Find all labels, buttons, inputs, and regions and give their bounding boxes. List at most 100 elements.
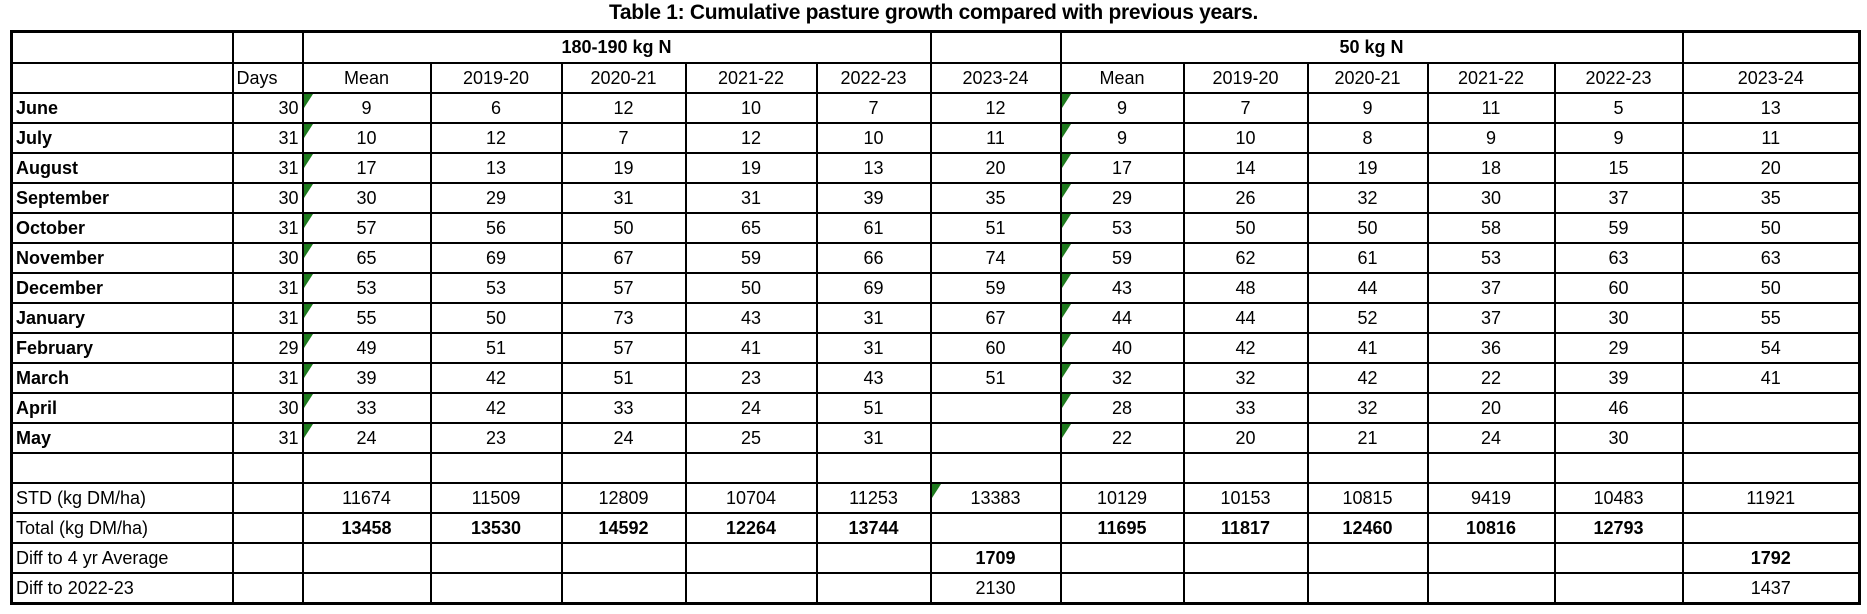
value-cell: 50 [1182,212,1309,244]
days-cell: 31 [231,362,304,394]
cell-value: 11921 [1746,487,1796,508]
value-cell [1681,512,1861,544]
value-cell: 49 [301,332,432,364]
cell-value: 59 [740,247,762,268]
value-cell: 20 [1426,392,1556,424]
value-cell: 59 [1059,242,1185,274]
value-cell: 44 [1182,302,1309,334]
cell-value: 20 [1235,427,1256,448]
cell-value: 39 [356,367,377,388]
value-cell [429,542,563,574]
cell-value: 50 [613,217,634,238]
cell-value: 50 [1760,217,1781,238]
cell-value: 14592 [598,517,649,538]
error-flag-triangle-icon [1062,425,1071,438]
value-cell: 31 [815,332,932,364]
value-cell: 13530 [429,512,563,544]
value-cell: 42 [1182,332,1309,364]
value-cell: 10 [815,122,932,154]
error-flag-triangle-icon [304,305,313,318]
value-cell: 7 [815,92,932,124]
days-cell: 31 [231,272,304,304]
row-label: June [10,92,234,124]
value-cell: 5 [1553,92,1684,124]
value-cell: 13 [1681,92,1861,124]
cell-value: 35 [985,187,1006,208]
value-cell: 24 [301,422,432,454]
cell-value: 59 [985,277,1006,298]
value-cell: 66 [815,242,932,274]
cell-value: 6 [490,97,501,118]
cell-value: 11 [1481,97,1501,118]
value-cell: 19 [560,152,687,184]
value-cell: 50 [429,302,563,334]
value-cell: 23 [684,362,818,394]
cell-value: 51 [863,397,884,418]
value-cell: 69 [429,242,563,274]
value-cell: 42 [1306,362,1429,394]
value-cell: 22 [1059,422,1185,454]
value-cell: 1437 [1681,572,1861,605]
cell-value: 24 [356,427,377,448]
error-flag-triangle-icon [1062,245,1071,258]
value-cell: 12460 [1306,512,1429,544]
value-cell: 30 [301,182,432,214]
value-cell: 54 [1681,332,1861,364]
cell-value: 29 [1111,187,1133,208]
cell-value: 57 [356,217,377,238]
cell-value: 43 [1111,277,1133,298]
error-flag-triangle-icon [1062,155,1071,168]
cell-value: 17 [356,157,377,178]
days-cell: 31 [231,422,304,454]
cell-value: 43 [863,367,884,388]
value-cell: 19 [1306,152,1429,184]
cell-value: 33 [1235,397,1256,418]
value-cell: 23 [429,422,563,454]
value-cell: 53 [301,272,432,304]
value-cell [1681,422,1861,454]
cell-value: 9 [1116,127,1127,148]
value-cell: 60 [929,332,1062,364]
value-cell [1553,542,1684,574]
error-flag-triangle-icon [1062,125,1071,138]
cell-value: 23 [485,427,507,448]
value-cell: 12809 [560,482,687,514]
group-header-row: 180-190 kg N 50 kg N [10,30,1861,64]
year-header-row: Days Mean 2019-20 2020-21 2021-22 2022-2… [10,62,1861,94]
value-cell: 29 [429,182,563,214]
value-cell: 51 [929,362,1062,394]
cell-value: 32 [1111,367,1133,388]
row-label: May [10,422,234,454]
error-flag-triangle-icon [1062,305,1071,318]
value-cell: 30 [1426,182,1556,214]
error-flag-triangle-icon [932,485,941,498]
column-header-2019-20-2: 2019-20 [1182,62,1309,94]
error-flag-triangle-icon [304,155,313,168]
value-cell [1681,452,1861,484]
table-row: October 31 57 56 50 65 61 51 53 50 50 58 59 50 [10,212,1861,244]
cell-value: 35 [1760,187,1781,208]
cell-value: 42 [1357,367,1378,388]
value-cell: 12264 [684,512,818,544]
value-cell: 50 [560,212,687,244]
value-cell: 29 [1553,332,1684,364]
cell-value: 33 [356,397,377,418]
column-header-2023-24-2: 2023-24 [1681,62,1861,94]
row-label: October [10,212,234,244]
value-cell: 10129 [1059,482,1185,514]
table-row: Diff to 4 yr Average 1709 1792 [10,542,1861,574]
value-cell: 44 [1059,302,1185,334]
cell-value: 31 [863,307,884,328]
cell-value: 63 [1608,247,1629,268]
value-cell: 40 [1059,332,1185,364]
cell-value: 28 [1111,397,1133,418]
days-cell [231,542,304,574]
value-cell [929,512,1062,544]
table-row: June 30 9 6 12 10 7 12 9 7 9 11 5 13 [10,92,1861,124]
value-cell: 11695 [1059,512,1185,544]
cell-value: 55 [1760,307,1781,328]
cell-value: 60 [1608,277,1629,298]
cell-value: 69 [485,247,507,268]
value-cell [1059,572,1185,605]
value-cell: 30 [1553,422,1684,454]
